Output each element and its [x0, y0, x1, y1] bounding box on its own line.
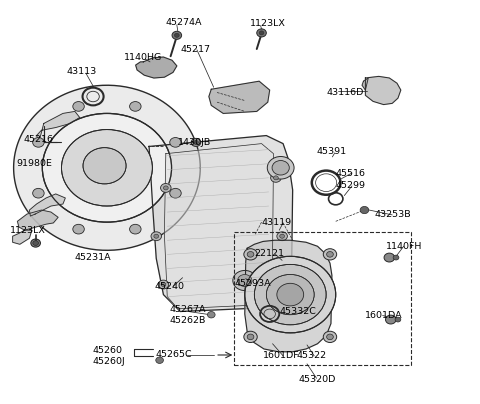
Circle shape: [277, 283, 304, 306]
Text: 43113: 43113: [67, 67, 97, 76]
Circle shape: [323, 249, 336, 260]
Text: 1123LX: 1123LX: [250, 19, 286, 28]
Polygon shape: [36, 112, 80, 142]
Circle shape: [326, 334, 333, 340]
Text: 45267A: 45267A: [169, 305, 205, 314]
Text: 45332C: 45332C: [279, 307, 316, 316]
Circle shape: [385, 315, 396, 324]
Circle shape: [42, 114, 171, 222]
Circle shape: [170, 188, 181, 198]
Circle shape: [360, 206, 369, 214]
Circle shape: [395, 317, 401, 322]
Circle shape: [244, 249, 257, 260]
Circle shape: [257, 29, 266, 37]
Text: 45320D: 45320D: [299, 375, 336, 385]
Circle shape: [259, 31, 264, 35]
Polygon shape: [13, 85, 200, 250]
Polygon shape: [149, 136, 293, 311]
Polygon shape: [12, 230, 32, 244]
Polygon shape: [362, 78, 368, 90]
Circle shape: [154, 234, 158, 238]
Polygon shape: [209, 81, 270, 114]
Text: 45299: 45299: [336, 181, 366, 190]
Circle shape: [266, 274, 314, 315]
Circle shape: [271, 288, 276, 292]
Bar: [234, 232, 411, 365]
Circle shape: [268, 286, 279, 295]
Text: 45260J: 45260J: [93, 357, 125, 366]
Text: 45265C: 45265C: [156, 351, 192, 360]
Circle shape: [156, 357, 163, 364]
Text: 1140HG: 1140HG: [124, 53, 162, 62]
Circle shape: [83, 147, 126, 184]
Circle shape: [393, 255, 399, 260]
Circle shape: [245, 257, 336, 333]
Circle shape: [170, 137, 181, 147]
Text: 22121: 22121: [254, 249, 284, 258]
Circle shape: [244, 331, 257, 343]
Text: 45217: 45217: [180, 44, 210, 53]
Circle shape: [151, 232, 161, 241]
Text: 45260: 45260: [93, 346, 122, 355]
Circle shape: [323, 331, 336, 343]
Circle shape: [207, 311, 215, 318]
Circle shape: [274, 176, 278, 180]
Text: 43116D: 43116D: [326, 88, 363, 97]
Text: 45516: 45516: [336, 168, 366, 177]
Circle shape: [33, 241, 38, 246]
Text: 45216: 45216: [24, 135, 54, 144]
Circle shape: [161, 282, 166, 286]
Circle shape: [61, 130, 153, 206]
Text: 45391: 45391: [317, 147, 347, 156]
Circle shape: [191, 139, 201, 146]
Circle shape: [238, 274, 252, 286]
Circle shape: [33, 137, 44, 147]
Circle shape: [280, 234, 285, 238]
Text: 45262B: 45262B: [169, 316, 205, 325]
Polygon shape: [245, 240, 332, 352]
Circle shape: [254, 264, 326, 325]
Text: 1140FH: 1140FH: [386, 242, 422, 251]
Text: 45274A: 45274A: [166, 18, 202, 27]
Text: 45293A: 45293A: [234, 279, 271, 288]
Circle shape: [277, 232, 288, 241]
Polygon shape: [164, 143, 274, 309]
Text: 45322: 45322: [297, 351, 326, 360]
Circle shape: [163, 186, 168, 190]
Circle shape: [326, 252, 333, 257]
Circle shape: [172, 31, 181, 39]
Polygon shape: [365, 76, 401, 105]
Text: 91980E: 91980E: [16, 159, 52, 168]
Text: 45240: 45240: [155, 282, 185, 291]
Text: 1430JB: 1430JB: [178, 138, 211, 147]
Text: 43119: 43119: [262, 218, 292, 227]
Circle shape: [247, 252, 254, 257]
Circle shape: [73, 101, 84, 111]
Circle shape: [384, 253, 395, 262]
Circle shape: [160, 183, 171, 192]
Polygon shape: [17, 210, 58, 230]
Circle shape: [130, 101, 141, 111]
Circle shape: [271, 173, 281, 182]
Circle shape: [272, 160, 289, 175]
Circle shape: [73, 224, 84, 234]
Text: 1601DA: 1601DA: [364, 311, 402, 320]
Circle shape: [33, 188, 44, 198]
Circle shape: [233, 270, 257, 290]
Circle shape: [267, 156, 294, 179]
Circle shape: [158, 280, 168, 289]
Text: 1601DF: 1601DF: [263, 351, 300, 360]
Circle shape: [174, 33, 179, 37]
Circle shape: [31, 239, 40, 247]
Text: 45231A: 45231A: [75, 253, 111, 262]
Text: 43253B: 43253B: [374, 210, 410, 219]
Circle shape: [193, 141, 198, 144]
Polygon shape: [136, 57, 177, 78]
Circle shape: [130, 224, 141, 234]
Polygon shape: [29, 194, 65, 216]
Text: 1123LX: 1123LX: [10, 226, 46, 235]
Circle shape: [247, 334, 254, 340]
